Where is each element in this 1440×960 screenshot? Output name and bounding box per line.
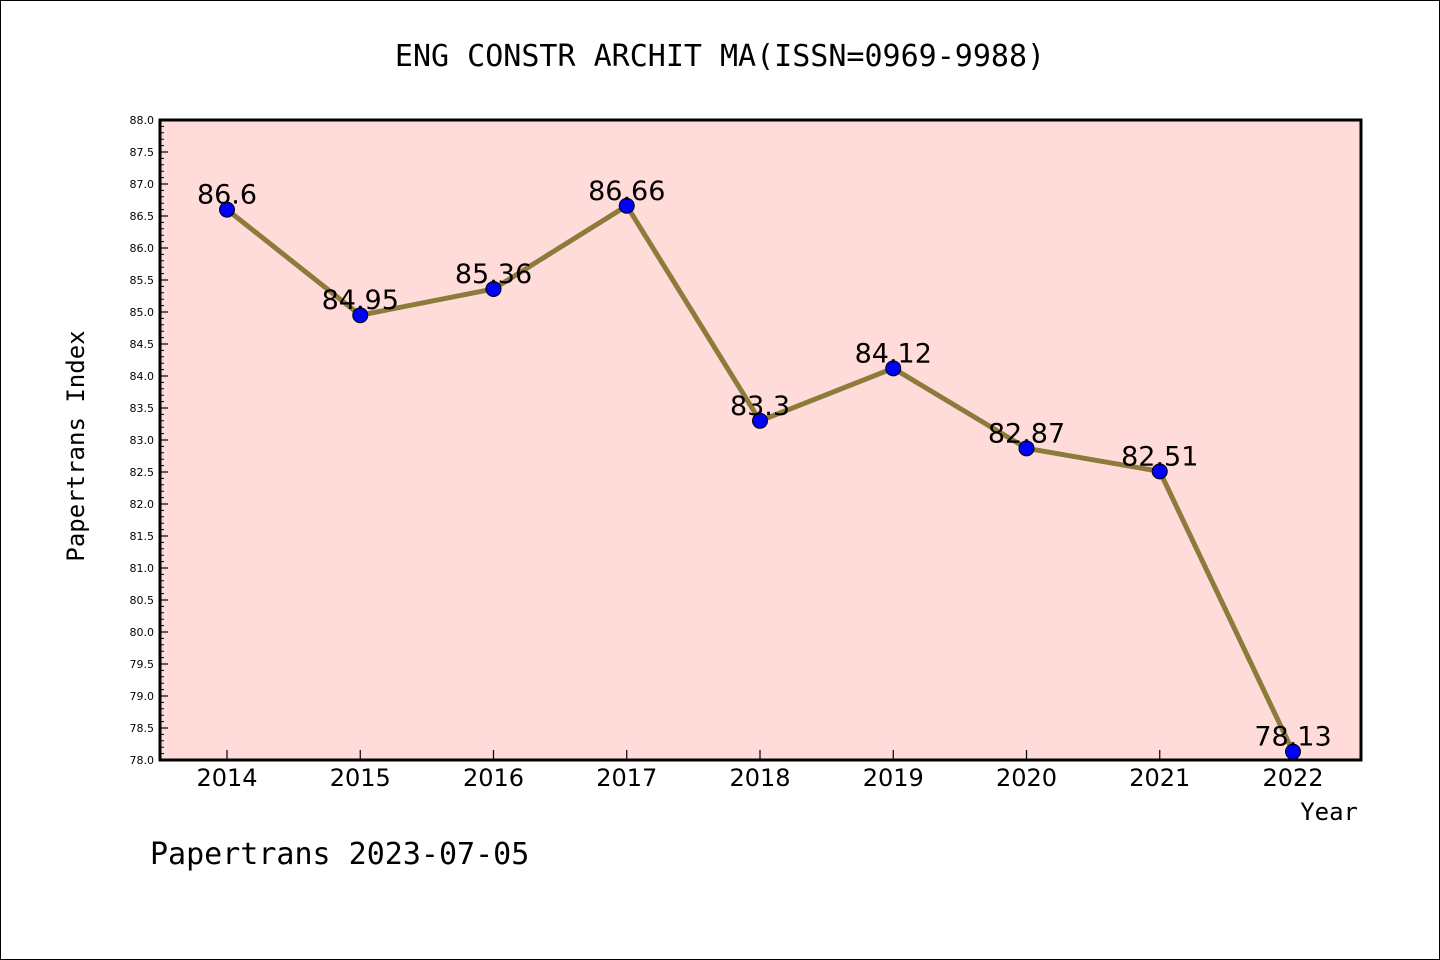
- data-label: 84.12: [855, 338, 932, 369]
- y-tick-label: 82.5: [130, 466, 155, 479]
- data-label: 82.51: [1121, 441, 1198, 472]
- x-tick-label: 2022: [1262, 764, 1323, 792]
- y-tick-label: 85.0: [130, 306, 155, 319]
- y-tick-label: 88.0: [130, 114, 155, 127]
- data-point: [885, 360, 902, 377]
- data-point: [219, 201, 235, 218]
- footer-text: Papertrans 2023-07-05: [150, 837, 529, 872]
- y-tick-label: 86.5: [130, 210, 155, 223]
- data-label: 83.3: [730, 391, 790, 422]
- x-tick-label: 2014: [196, 764, 257, 792]
- x-tick-label: 2015: [330, 764, 391, 792]
- data-label: 85.36: [455, 259, 532, 290]
- y-tick-label: 87.5: [130, 146, 155, 159]
- x-tick-label: 2020: [996, 764, 1057, 792]
- plot-area: [160, 120, 1361, 760]
- x-axis-label: Year: [1300, 798, 1358, 826]
- y-tick-label: 81.0: [130, 562, 155, 575]
- y-tick-label: 84.5: [130, 338, 155, 351]
- y-tick-label: 81.5: [130, 530, 155, 543]
- data-label: 86.6: [197, 180, 257, 211]
- y-tick-label: 84.0: [130, 370, 155, 383]
- data-point: [1151, 463, 1168, 480]
- x-tick-label: 2016: [463, 764, 524, 792]
- data-point: [752, 412, 768, 429]
- x-tick-label: 2018: [729, 764, 790, 792]
- y-tick-label: 87.0: [130, 178, 155, 191]
- y-tick-label: 78.0: [130, 754, 155, 767]
- data-point: [485, 280, 502, 297]
- y-tick-label: 78.5: [130, 722, 155, 735]
- data-point: [1018, 440, 1035, 457]
- y-tick-label: 80.5: [130, 594, 155, 607]
- data-label: 78.13: [1254, 722, 1331, 753]
- series-line-group: [219, 197, 1301, 760]
- y-tick-label: 79.5: [130, 658, 155, 671]
- x-tick-label: 2017: [596, 764, 657, 792]
- y-axis-label: Papertrans Index: [62, 330, 90, 561]
- data-point: [618, 197, 635, 214]
- y-tick-label: 86.0: [130, 242, 155, 255]
- data-label-group: 86.6 84.95 85.36 86.66 83.3 84.12 82.87 82.51 78…: [197, 176, 1332, 753]
- y-tick-label: 82.0: [130, 498, 155, 511]
- y-tick-label: 80.0: [130, 626, 155, 639]
- data-label: 82.87: [988, 418, 1065, 449]
- y-tick-label: 79.0: [130, 690, 155, 703]
- data-point: [352, 307, 369, 324]
- data-label: 84.95: [322, 285, 399, 316]
- plot-border: [158, 118, 1363, 762]
- x-axis: 2014 2015 2016 2017 2018 2019 2020 2021 2022: [196, 750, 1324, 792]
- x-tick-label: 2021: [1129, 764, 1190, 792]
- x-tick-label: 2019: [863, 764, 924, 792]
- y-tick-label: 83.0: [130, 434, 155, 447]
- data-label: 86.66: [588, 176, 665, 207]
- chart-title: ENG CONSTR ARCHIT MA(ISSN=0969-9988): [395, 39, 1045, 74]
- y-tick-label: 83.5: [130, 402, 155, 415]
- y-tick-label: 85.5: [130, 274, 155, 287]
